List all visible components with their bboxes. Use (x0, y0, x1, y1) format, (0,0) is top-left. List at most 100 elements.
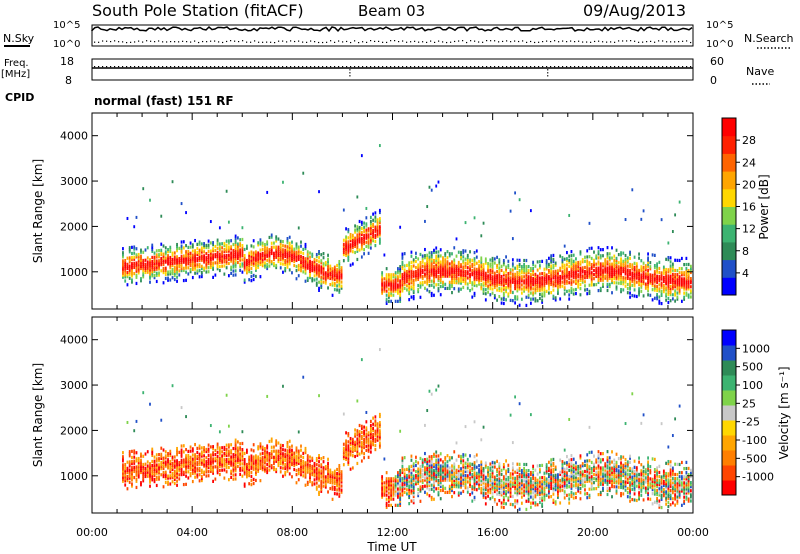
velocity-cell (212, 467, 214, 471)
power-cell (403, 286, 406, 290)
power-cell (629, 283, 631, 287)
power-cell (545, 289, 548, 293)
power-cell (617, 267, 620, 271)
power-cell (164, 256, 167, 260)
velocity-cell (363, 443, 366, 448)
velocity-cell (347, 440, 350, 444)
power-cell (282, 240, 284, 244)
power-cell (624, 253, 627, 258)
power-cell (351, 239, 354, 244)
velocity-cell (178, 461, 181, 465)
velocity-cell (311, 458, 314, 462)
power-cell (304, 267, 307, 271)
noise-search-point (470, 40, 472, 42)
power-cell (376, 222, 379, 226)
power-cell (626, 282, 629, 287)
power-cell (155, 267, 158, 271)
velocity-cell (225, 459, 228, 464)
power-cell (322, 262, 325, 266)
velocity-cell (376, 424, 379, 428)
power-cell (532, 272, 535, 277)
power-cell (374, 211, 377, 215)
noise-right-tick-top: 10^5 (706, 20, 733, 31)
velocity-cell (252, 481, 255, 486)
power-cell (588, 269, 591, 273)
power-cell (194, 263, 196, 267)
velocity-cell (394, 479, 397, 483)
power-cell (608, 264, 611, 268)
velocity-cell (270, 466, 273, 470)
velocity-cell (415, 476, 417, 480)
velocity-cell (327, 465, 329, 470)
power-cell (671, 262, 674, 266)
power-cell (347, 252, 350, 256)
power-cell (356, 247, 359, 251)
power-cell (498, 276, 501, 280)
power-cell (611, 256, 613, 260)
power-cell (381, 271, 384, 275)
noise-search-point (350, 41, 352, 44)
power-cell (570, 268, 573, 272)
velocity-cell (131, 466, 133, 470)
velocity-cell (315, 459, 318, 463)
velocity-cell (171, 384, 174, 388)
power-cell (514, 284, 517, 289)
power-cell (318, 256, 320, 260)
velocity-cell (182, 444, 185, 448)
velocity-cell (135, 419, 138, 423)
power-cell (608, 258, 611, 262)
noise-search-point (162, 41, 164, 43)
power-cell (408, 287, 411, 292)
velocity-cell (268, 468, 271, 472)
power-cell (187, 256, 190, 260)
power-cell (277, 245, 280, 249)
power-cell (660, 273, 663, 277)
power-cell (191, 245, 194, 249)
freq-point (534, 66, 536, 68)
power-cell (397, 279, 399, 283)
power-cell (505, 277, 507, 281)
power-cell (304, 269, 307, 273)
velocity-cell (356, 433, 359, 437)
power-cell (484, 273, 487, 277)
velocity-cell (261, 459, 264, 464)
power-cell (473, 273, 476, 277)
power-cell (185, 252, 187, 256)
velocity-cell (151, 453, 154, 457)
velocity-cell (196, 457, 199, 461)
power-cell (153, 255, 156, 259)
velocity-cell (236, 454, 239, 458)
power-cell (491, 260, 494, 265)
power-cell (536, 284, 539, 289)
power-cell (417, 273, 420, 277)
power-cell (667, 241, 670, 245)
power-cell (239, 262, 242, 266)
power-cell (421, 280, 424, 285)
power-cell (288, 243, 291, 248)
velocity-cell (358, 434, 361, 438)
power-cell (358, 228, 361, 232)
power-cell (169, 272, 172, 276)
velocity-cell (304, 446, 307, 451)
power-cell (369, 215, 372, 220)
power-cell (374, 215, 377, 219)
velocity-cell (342, 442, 345, 446)
power-cell (678, 267, 681, 271)
power-cell (669, 299, 672, 303)
power-cell (444, 254, 447, 258)
power-cell (689, 270, 692, 275)
power-cell (234, 236, 237, 240)
power-cell (250, 254, 253, 258)
power-cell (227, 274, 230, 278)
power-cell (315, 281, 318, 285)
power-cell (306, 276, 309, 280)
power-cell (430, 263, 433, 267)
power-cell (406, 269, 408, 274)
power-cell (509, 278, 512, 282)
velocity-cell (322, 460, 325, 464)
power-cell (665, 257, 668, 261)
power-cell (669, 260, 672, 264)
power-cell (500, 297, 503, 301)
power-cell (593, 264, 595, 269)
power-cell (613, 274, 616, 279)
